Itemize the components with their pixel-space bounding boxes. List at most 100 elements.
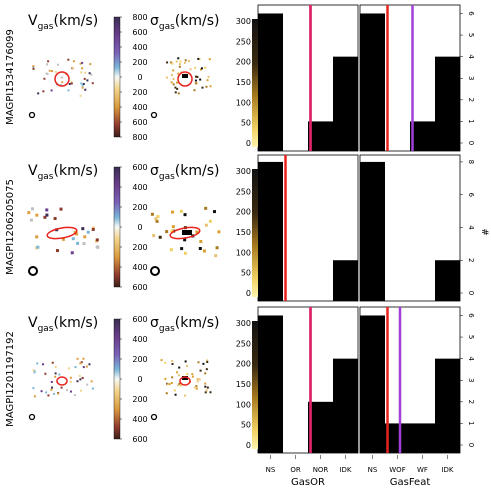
sigma-spaxel	[164, 377, 167, 380]
sigma-map	[160, 359, 212, 397]
histogram-bar	[410, 423, 435, 453]
velocity-spaxel	[89, 63, 92, 66]
sigma-spaxel	[206, 79, 209, 82]
velocity-spaxel	[35, 213, 39, 217]
sigma-spaxel	[193, 89, 196, 92]
value-tick-label: 100	[236, 98, 251, 107]
sigma-spaxel	[206, 386, 209, 389]
count-tick-label: 2	[467, 258, 475, 262]
velocity-spaxel	[42, 90, 45, 93]
velocity-colorbar-tick-label: 200	[132, 88, 147, 97]
value-tick-label: 50	[241, 119, 251, 128]
sigma-spaxel	[160, 359, 163, 362]
velocity-spaxel	[51, 386, 54, 389]
sigma-spaxel	[164, 361, 167, 364]
histogram-bar	[435, 56, 460, 151]
value-tick-label: 100	[236, 400, 251, 409]
count-tick-label: 3	[467, 378, 475, 382]
sigma-center-spaxel	[182, 74, 188, 78]
sigma-spaxel	[186, 373, 189, 376]
count-axis-label: #	[479, 228, 489, 236]
velocity-colorbar-tick-label: 600	[132, 118, 147, 127]
gasfeat-bar-panel	[359, 154, 461, 302]
sigma-spaxel	[154, 217, 158, 221]
sigma-spaxel	[204, 206, 208, 210]
sigma-spaxel	[183, 238, 187, 242]
sigma-spaxel	[217, 230, 221, 234]
velocity-colorbar-tick-label: 400	[132, 263, 147, 272]
count-tick-label: 1	[467, 119, 475, 123]
sigma-spaxel	[169, 248, 173, 252]
histogram-bar	[258, 161, 283, 301]
velocity-spaxel	[37, 92, 40, 95]
sigma-spaxel	[204, 385, 207, 388]
histogram-bar	[385, 423, 410, 453]
sigma-spaxel	[197, 57, 200, 60]
sigma-spaxel	[207, 75, 210, 78]
sigma-spaxel	[176, 81, 179, 84]
velocity-spaxel	[69, 390, 72, 393]
velocity-spaxel	[79, 378, 82, 381]
velocity-spaxel	[72, 60, 75, 63]
velocity-spaxel	[91, 227, 95, 231]
velocity-spaxel	[50, 89, 53, 92]
count-tick-label: 5	[467, 33, 475, 37]
sigma-spaxel	[191, 373, 194, 376]
histogram-bar	[333, 260, 358, 301]
sigma-spaxel	[209, 85, 212, 88]
sigma-spaxel	[184, 360, 187, 363]
velocity-map-title: Vgas(km/s)	[28, 13, 98, 32]
sigma-spaxel	[174, 91, 177, 94]
gasor-axis-title: GasOR	[291, 477, 325, 488]
gasfeat-bar-panel	[359, 4, 461, 152]
velocity-colorbar-tick-label: 200	[132, 395, 147, 404]
sigma-spaxel	[177, 72, 180, 75]
velocity-spaxel	[81, 376, 84, 379]
velocity-map-title: Vgas(km/s)	[28, 315, 98, 334]
count-tick-label: 5	[467, 335, 475, 339]
sigma-spaxel	[205, 85, 208, 88]
beam-marker-velocity	[28, 413, 36, 421]
velocity-colorbar-tick-label: 600	[132, 283, 147, 292]
beam-marker-velocity	[28, 111, 36, 119]
sigma-spaxel	[195, 75, 198, 78]
sigma-spaxel	[204, 382, 207, 385]
galaxy-id-label: MAGPI1201197192	[5, 331, 16, 427]
sigma-spaxel	[183, 213, 187, 217]
gasor-category-label: NOR	[313, 466, 329, 474]
velocity-spaxel	[54, 375, 57, 378]
velocity-spaxel	[61, 81, 64, 84]
value-tick-label: 300	[236, 17, 251, 26]
velocity-spaxel	[50, 381, 53, 384]
sigma-spaxel	[155, 219, 159, 223]
velocity-spaxel	[32, 66, 35, 69]
velocity-colorbar-tick-label: 400	[132, 183, 147, 192]
sigma-spaxel	[179, 209, 183, 213]
velocity-spaxel	[83, 235, 87, 239]
histogram-bar	[435, 358, 460, 453]
velocity-spaxel	[67, 58, 70, 61]
count-tick-label: 6	[467, 192, 475, 197]
count-tick-label: 6	[467, 313, 475, 318]
sigma-spaxel	[177, 384, 180, 387]
value-tick-label: 150	[236, 228, 251, 237]
velocity-spaxel	[78, 374, 81, 377]
sigma-spaxel	[209, 391, 212, 394]
velocity-spaxel	[43, 215, 47, 219]
sigma-spaxel	[194, 386, 197, 389]
velocity-colorbar-tick-label: 800	[132, 133, 147, 142]
sigma-spaxel	[170, 61, 173, 64]
velocity-spaxel	[86, 383, 89, 386]
sigma-ellipse-marker	[179, 376, 191, 386]
velocity-spaxel	[48, 69, 51, 72]
velocity-spaxel	[74, 366, 77, 369]
sigma-spaxel	[175, 60, 178, 63]
velocity-spaxel	[54, 372, 57, 375]
sigma-spaxel	[172, 77, 175, 80]
velocity-spaxel	[70, 82, 73, 85]
gasor-category-label: NS	[266, 466, 276, 474]
sigma-ellipse-marker	[169, 226, 201, 240]
sigma-spaxel	[201, 86, 204, 89]
velocity-colorbar-tick-label: 600	[132, 28, 147, 37]
